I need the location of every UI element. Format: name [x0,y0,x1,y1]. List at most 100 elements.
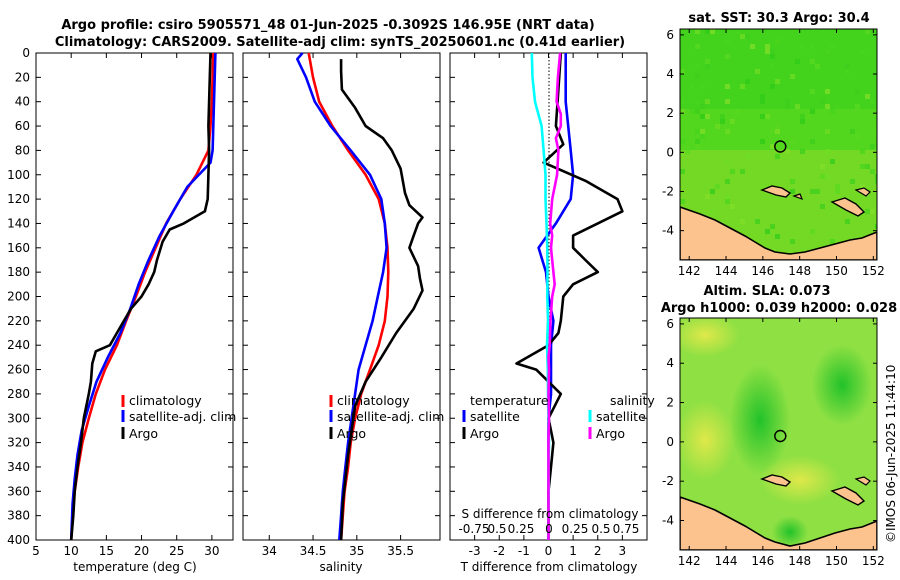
y-tick-label: 140 [7,216,30,230]
sst-pixel [715,184,720,189]
sst-pixel [700,114,705,119]
sst-pixel [725,94,730,99]
sst-pixel [755,219,760,224]
sst-pixel [820,204,825,209]
sst-pixel [700,134,705,139]
island-outline [854,476,871,486]
sst-pixel [730,204,735,209]
sst-pixel [770,64,775,69]
y-tick-label: 100 [7,168,30,182]
legend-climatology-label: climatology [337,393,410,408]
sst-pixel [775,234,780,239]
sst-pixel [875,29,877,34]
sst-pixel [775,39,780,44]
lon-tick-label: 150 [825,264,848,278]
sla-map-panel: Altim. SLA: 0.073 Argo h1000: 0.039 h200… [661,284,897,568]
island-outline [830,486,866,506]
island-outline [854,187,871,197]
sst-pixel [725,129,730,134]
sst-pixel [790,179,795,184]
sst-pixel [680,169,685,174]
salinity-difference-label: S difference from climatology [462,507,639,521]
lon-tick-label: 144 [715,554,738,568]
island-outline [760,474,792,487]
sst-pixel [770,144,775,149]
sst-pixel [740,84,745,89]
sst-pixel [825,49,830,54]
sst-pixel [695,29,700,34]
sst-pixel [705,29,710,34]
s-diff-ticklabel: 0.25 [508,522,535,536]
sst-pixel [680,109,685,114]
x-tick-label: 2 [594,544,602,558]
sst-pixel [785,99,790,104]
sst-pixel [875,129,877,134]
difference-xlabel: T difference from climatology [460,560,638,574]
y-tick-label: 240 [7,338,30,352]
lat-tick-label: 6 [666,317,674,331]
sst-pixel [820,164,825,169]
sst-pixel [775,129,780,134]
argo-float-marker [774,429,787,443]
sst-pixel [745,79,750,84]
y-tick-label: 280 [7,387,30,401]
sst-pixel [710,189,715,194]
sst-pixel [810,44,815,49]
sst-pixel [725,54,730,59]
sst-pixel [745,34,750,39]
sst-pixel [770,84,775,89]
sst-pixel [725,39,730,44]
sst-pixel [865,164,870,169]
sst-pixel [845,64,850,69]
island-outline [830,197,866,217]
sst-pixel [830,239,835,244]
series-line-satellite-adj-clim [69,52,217,541]
sst-pixel [770,54,775,59]
sla-map-title: Altim. SLA: 0.073 [704,284,831,299]
island-outline [760,185,792,198]
sst-pixel [785,104,790,109]
x-tick-label: 30 [204,544,219,558]
sst-pixel [795,59,800,64]
x-tick-label: 3 [619,544,627,558]
sst-pixel [740,219,745,224]
sst-pixel [720,114,725,119]
sst-pixel [830,109,835,114]
sst-pixel [790,189,795,194]
sst-pixel [755,69,760,74]
lat-tick-label: 6 [666,28,674,42]
series-line-satellite-adj-clim [296,52,388,541]
sst-pixel [695,129,700,134]
s-diff-ticklabel: 0.75 [613,522,640,536]
sst-pixel [760,234,765,239]
sst-pixel [875,179,877,184]
lat-tick-label: 2 [666,396,674,410]
sla-anomaly-low [772,516,808,548]
s-diff-ticklabel: 0 [545,522,553,536]
legend-t-argo-label: Argo [470,426,499,441]
lat-tick-label: -4 [662,514,674,528]
sst-pixel [705,64,710,69]
sst-pixel [810,109,815,114]
s-diff-ticklabel: 0.5 [591,522,610,536]
sst-pixel [860,164,865,169]
lon-tick-label: 152 [862,264,885,278]
y-tick-label: 160 [7,241,30,255]
lon-tick-label: 142 [678,554,701,568]
sst-pixel [725,99,730,104]
salinity-xlabel: salinity [319,560,362,574]
sst-pixel [845,69,850,74]
temperature-xlabel: temperature (deg C) [73,560,196,574]
sst-pixel [765,114,770,119]
sst-pixel [835,184,840,189]
sst-pixel [695,44,700,49]
lat-tick-label: -2 [662,474,674,488]
sst-pixel [825,149,830,154]
y-tick-label: 260 [7,363,30,377]
sst-pixel [850,179,855,184]
sst-pixel [825,89,830,94]
sst-pixel [860,149,865,154]
y-tick-label: 340 [7,460,30,474]
sla-anomaly-high [680,400,735,480]
